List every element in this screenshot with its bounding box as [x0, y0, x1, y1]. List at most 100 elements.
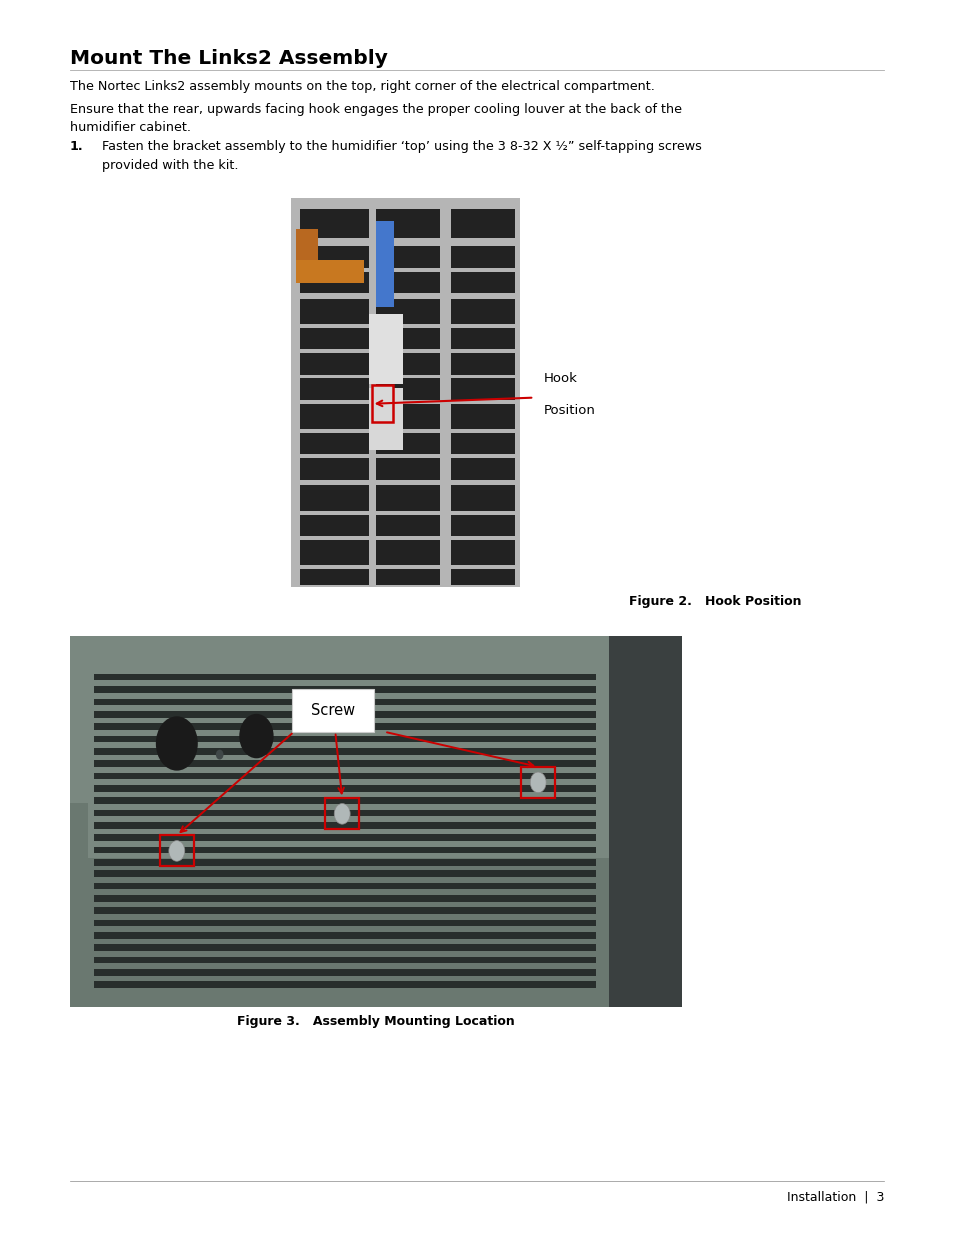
Bar — [159, 835, 193, 867]
Circle shape — [215, 750, 223, 760]
Bar — [375, 221, 394, 306]
Bar — [70, 636, 681, 1007]
Bar — [375, 569, 439, 584]
Bar — [325, 798, 359, 830]
Bar — [70, 636, 620, 803]
Bar — [94, 798, 596, 804]
Bar — [94, 674, 596, 680]
Bar — [94, 932, 596, 939]
Bar — [375, 540, 439, 566]
Bar — [70, 858, 608, 1007]
Circle shape — [239, 714, 274, 758]
Bar — [94, 748, 596, 755]
Bar — [300, 540, 369, 566]
Bar — [94, 761, 596, 767]
Bar — [94, 724, 596, 730]
Bar — [94, 736, 596, 742]
Bar — [94, 871, 596, 877]
Bar — [94, 711, 596, 718]
Bar — [520, 767, 555, 798]
Bar — [291, 198, 519, 587]
Bar — [451, 540, 515, 566]
Bar — [375, 353, 439, 374]
Bar — [94, 699, 596, 705]
Bar — [94, 785, 596, 792]
Bar — [451, 569, 515, 584]
Bar — [94, 847, 596, 853]
Bar — [375, 246, 439, 268]
Text: humidifier cabinet.: humidifier cabinet. — [70, 121, 191, 135]
Circle shape — [155, 716, 197, 771]
Bar — [451, 246, 515, 268]
Bar — [451, 272, 515, 293]
Bar — [94, 835, 596, 841]
Text: Screw: Screw — [311, 703, 355, 718]
Bar — [451, 209, 515, 238]
Bar — [94, 810, 596, 816]
Bar — [300, 515, 369, 536]
Bar — [451, 458, 515, 479]
Bar — [375, 458, 439, 479]
Bar — [70, 636, 204, 718]
Bar — [451, 404, 515, 429]
Bar — [451, 353, 515, 374]
Bar — [300, 329, 369, 350]
Bar — [375, 404, 439, 429]
Text: 1.: 1. — [70, 140, 83, 153]
Bar — [300, 246, 369, 268]
Bar — [451, 329, 515, 350]
Text: provided with the kit.: provided with the kit. — [102, 159, 238, 173]
Bar — [94, 895, 596, 902]
Text: Installation  |  3: Installation | 3 — [786, 1191, 883, 1204]
Text: Ensure that the rear, upwards facing hook engages the proper cooling louver at t: Ensure that the rear, upwards facing hoo… — [70, 103, 681, 116]
Text: The Nortec Links2 assembly mounts on the top, right corner of the electrical com: The Nortec Links2 assembly mounts on the… — [70, 80, 654, 94]
Bar — [451, 485, 515, 511]
Bar — [88, 662, 608, 866]
Bar — [94, 860, 596, 866]
Circle shape — [169, 841, 185, 861]
Bar — [369, 388, 403, 451]
Bar — [372, 385, 393, 422]
Bar — [295, 259, 364, 283]
Text: Position: Position — [543, 404, 595, 416]
Bar — [300, 485, 369, 511]
Text: Fasten the bracket assembly to the humidifier ‘top’ using the 3 8-32 X ½” self-t: Fasten the bracket assembly to the humid… — [102, 140, 701, 153]
Bar — [451, 378, 515, 400]
Bar — [300, 433, 369, 454]
Bar — [375, 485, 439, 511]
Bar — [94, 773, 596, 779]
Text: Figure 3.   Assembly Mounting Location: Figure 3. Assembly Mounting Location — [236, 1015, 515, 1029]
Bar — [94, 908, 596, 914]
Text: Hook: Hook — [543, 372, 578, 385]
Bar — [94, 920, 596, 926]
Bar — [300, 209, 369, 238]
Bar — [608, 636, 681, 1007]
Bar — [94, 982, 596, 988]
Bar — [375, 515, 439, 536]
Bar — [375, 209, 439, 238]
Bar — [451, 299, 515, 324]
FancyBboxPatch shape — [372, 385, 393, 422]
Bar — [94, 957, 596, 963]
Bar — [94, 823, 596, 829]
Text: Figure 2.   Hook Position: Figure 2. Hook Position — [629, 595, 801, 609]
Circle shape — [530, 772, 545, 793]
Bar — [369, 315, 403, 384]
Bar — [375, 329, 439, 350]
Bar — [451, 515, 515, 536]
Bar — [94, 883, 596, 889]
Bar — [300, 458, 369, 479]
Circle shape — [334, 804, 350, 824]
Bar — [375, 433, 439, 454]
Bar — [300, 378, 369, 400]
Bar — [293, 688, 374, 731]
Text: Mount The Links2 Assembly: Mount The Links2 Assembly — [70, 49, 387, 68]
Bar — [375, 272, 439, 293]
Bar — [375, 299, 439, 324]
Bar — [300, 272, 369, 293]
Bar — [300, 299, 369, 324]
Bar — [291, 198, 519, 587]
Bar — [295, 228, 318, 259]
Bar — [94, 687, 596, 693]
Bar — [363, 636, 681, 740]
